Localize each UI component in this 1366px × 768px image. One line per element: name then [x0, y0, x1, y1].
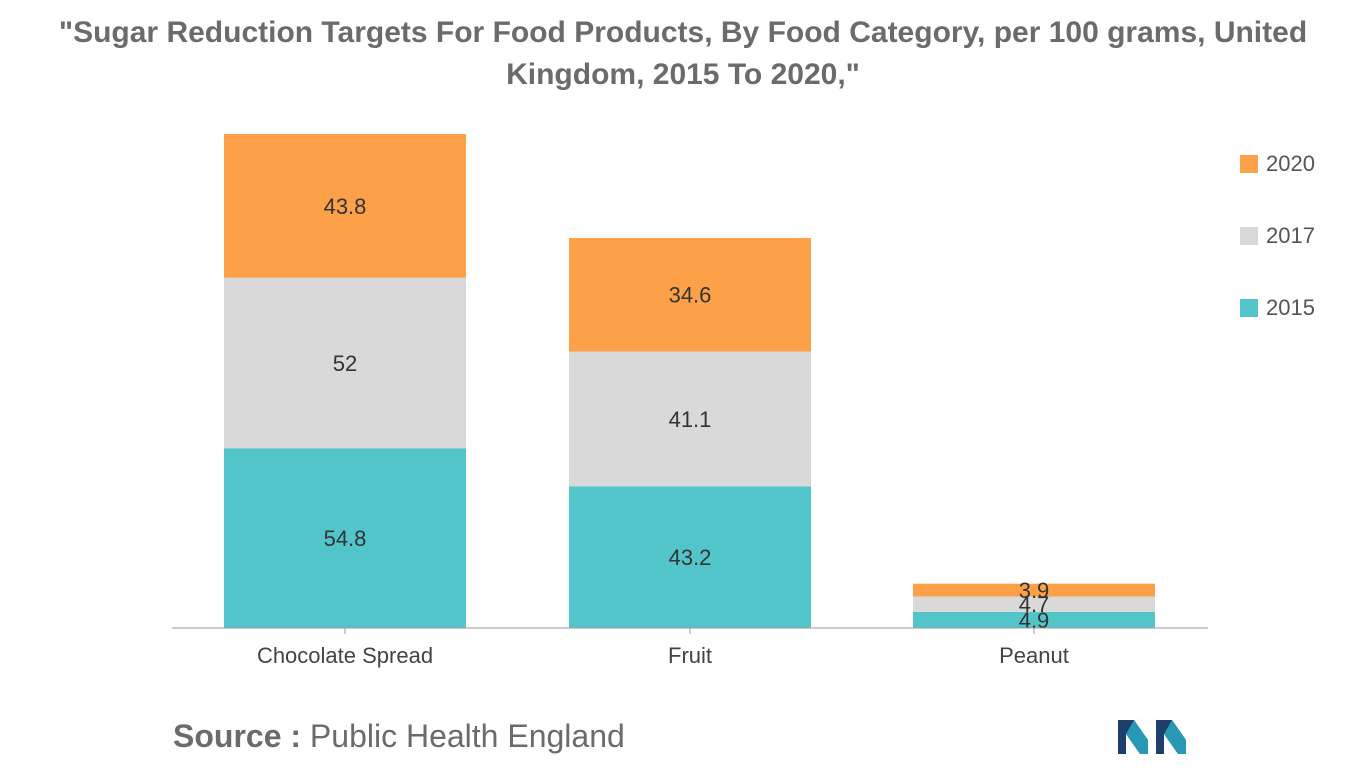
legend-swatch [1240, 227, 1258, 245]
bar-segment [913, 611, 1155, 628]
data-label: 43.2 [669, 545, 712, 570]
bar-segment [224, 134, 466, 278]
bar-segment [913, 583, 1155, 597]
legend-item: 2017 [1240, 200, 1315, 272]
chart-legend: 2020 2017 2015 [1240, 128, 1315, 344]
x-tick-label: Peanut [999, 643, 1069, 668]
legend-item: 2015 [1240, 272, 1315, 344]
legend-label: 2015 [1266, 295, 1315, 320]
legend-swatch [1240, 299, 1258, 317]
legend-label: 2020 [1266, 151, 1315, 176]
bar-segment [569, 351, 811, 487]
data-label: 3.9 [1019, 578, 1050, 603]
legend-item: 2020 [1240, 128, 1315, 200]
bar-segment [569, 237, 811, 352]
source-note: Source : Public Health England [173, 718, 625, 755]
bar-segment [913, 596, 1155, 612]
x-tick-label: Fruit [668, 643, 712, 668]
source-label: Source : [173, 718, 302, 754]
bar-segment [224, 448, 466, 628]
data-label: 34.6 [669, 283, 712, 308]
source-text: Public Health England [309, 718, 625, 754]
data-label: 54.8 [324, 526, 367, 551]
bar-segment [224, 277, 466, 449]
x-tick-label: Chocolate Spread [257, 643, 433, 668]
legend-label: 2017 [1266, 223, 1315, 248]
data-label: 41.1 [669, 407, 712, 432]
chart-title: "Sugar Reduction Targets For Food Produc… [58, 16, 1308, 91]
bar-segment [569, 486, 811, 628]
mordor-intelligence-logo-icon [1118, 720, 1186, 754]
data-label: 52 [333, 351, 357, 376]
legend-swatch [1240, 155, 1258, 173]
data-label: 43.8 [324, 194, 367, 219]
